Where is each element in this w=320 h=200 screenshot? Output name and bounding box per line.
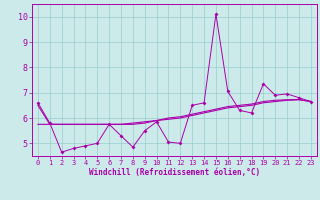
X-axis label: Windchill (Refroidissement éolien,°C): Windchill (Refroidissement éolien,°C)	[89, 168, 260, 177]
